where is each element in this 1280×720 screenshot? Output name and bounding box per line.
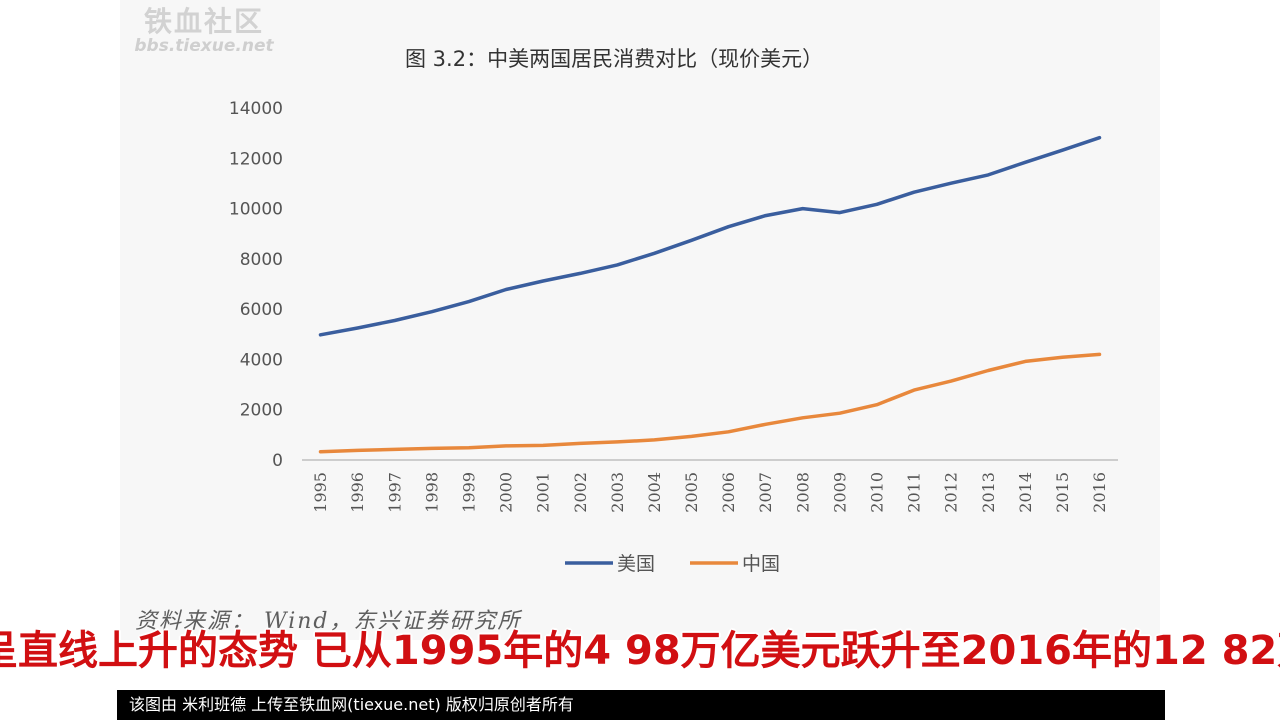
y-tick-label-6000: 6000: [240, 300, 283, 320]
x-tick-label-2007: 2007: [756, 472, 775, 513]
y-tick-label-8000: 8000: [240, 250, 283, 270]
x-tick-label-2011: 2011: [905, 472, 924, 513]
y-tick-label-12000: 12000: [229, 149, 283, 169]
x-tick-label-1997: 1997: [385, 472, 404, 513]
x-tick-label-2001: 2001: [534, 472, 553, 513]
upload-credit-bar: 该图由 米利班德 上传至铁血网(tiexue.net) 版权归原创者所有: [117, 690, 1165, 720]
x-tick-label-2015: 2015: [1053, 472, 1072, 513]
x-tick-label-1996: 1996: [348, 472, 367, 513]
series-layer: [318, 135, 1102, 454]
y-tick-label-4000: 4000: [240, 350, 283, 370]
y-tick-label-2000: 2000: [240, 401, 283, 421]
x-tick-label-2005: 2005: [682, 472, 701, 513]
series-line-1: [318, 352, 1102, 454]
legend: 美国 中国: [565, 553, 780, 575]
x-tick-label-2012: 2012: [942, 472, 961, 513]
x-tick-label-2010: 2010: [868, 472, 887, 513]
x-tick-labels: 1995 1996 1997 1998 1999 2000 2001 2002 2003 2004…: [311, 472, 1109, 513]
x-tick-label-2014: 2014: [1016, 472, 1035, 513]
x-tick-label-1998: 1998: [422, 472, 441, 513]
legend-label-1: 中国: [742, 553, 780, 575]
y-tick-label-0: 0: [272, 451, 283, 471]
chart-panel: [120, 0, 1160, 640]
series-line-0: [318, 135, 1102, 337]
watermark-name: 铁血社区: [143, 5, 264, 38]
x-tick-label-2013: 2013: [979, 472, 998, 513]
line-chart: 图 3.2：中美两国居民消费对比（现价美元） 0 2000 4000 6000 8000…: [229, 47, 1118, 575]
x-tick-label-2006: 2006: [719, 472, 738, 513]
watermark-url: bbs.tiexue.net: [134, 36, 274, 56]
x-tick-label-2003: 2003: [608, 472, 627, 513]
x-tick-label-2000: 2000: [497, 472, 516, 513]
x-tick-label-1999: 1999: [460, 472, 479, 513]
x-tick-label-2002: 2002: [571, 472, 590, 513]
y-tick-label-10000: 10000: [229, 200, 283, 220]
chart-title: 图 3.2：中美两国居民消费对比（现价美元）: [405, 47, 823, 71]
legend-label-0: 美国: [617, 553, 655, 575]
x-tick-label-2004: 2004: [645, 472, 664, 513]
site-watermark-logo: 铁血社区 bbs.tiexue.net: [124, 8, 284, 55]
video-subtitle: 呈直线上升的态势 已从1995年的4 98万亿美元跃升至2016年的12 82万…: [0, 628, 1280, 674]
x-tick-label-2016: 2016: [1090, 472, 1109, 513]
x-tick-label-2009: 2009: [830, 472, 849, 513]
y-tick-label-14000: 14000: [229, 99, 283, 119]
x-tick-label-1995: 1995: [311, 472, 330, 513]
x-tick-label-2008: 2008: [793, 472, 812, 513]
source-note: 资料来源： Wind，东兴证券研究所: [135, 609, 522, 634]
y-tick-labels: 0 2000 4000 6000 8000 10000 12000 14000: [229, 99, 283, 471]
